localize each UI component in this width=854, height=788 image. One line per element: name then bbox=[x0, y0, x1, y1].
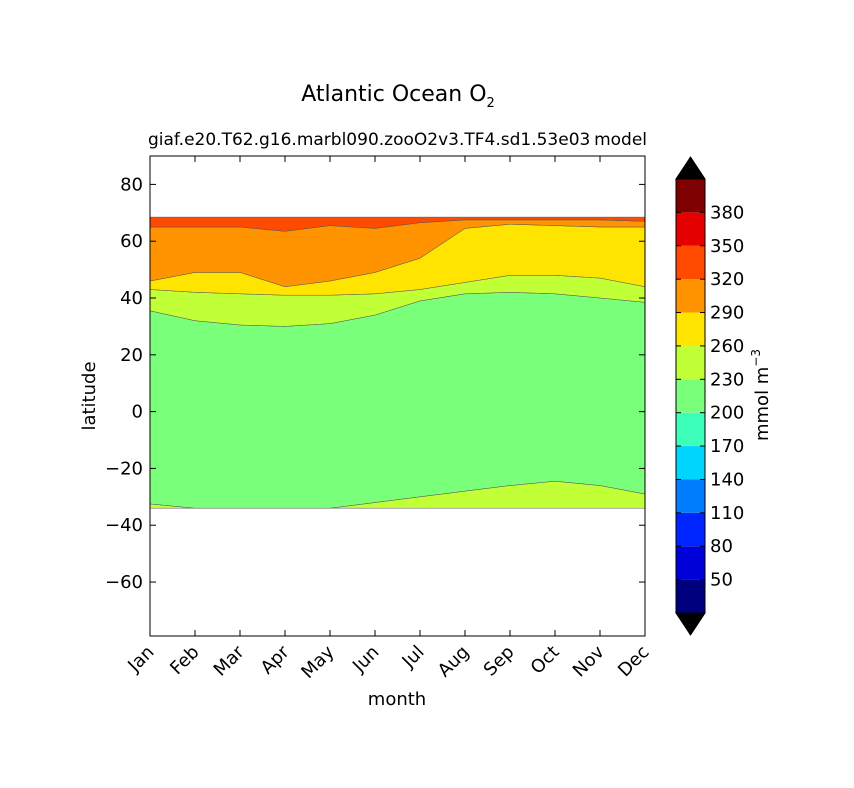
colorbar-tick-label: 50 bbox=[710, 570, 733, 591]
colorbar-frame bbox=[675, 178, 706, 614]
colorbar-tick-label: 290 bbox=[710, 303, 744, 324]
x-tick-label: Jul bbox=[398, 642, 429, 673]
y-axis: −60 −40 −20 0 20 40 60 80 bbox=[105, 174, 645, 593]
colorbar-segment bbox=[676, 512, 705, 547]
x-tick-label: Feb bbox=[166, 642, 203, 679]
x-axis-label: month bbox=[368, 689, 426, 710]
colorbar-segment bbox=[676, 179, 705, 213]
colorbar-tick-label: 140 bbox=[710, 469, 744, 490]
plot-area bbox=[149, 155, 646, 637]
x-tick-label: Jun bbox=[348, 642, 383, 677]
colorbar-extend-max bbox=[675, 156, 706, 180]
band-200-230 bbox=[149, 292, 646, 509]
y-tick-label: 80 bbox=[120, 174, 143, 195]
colorbar-tick-label: 380 bbox=[710, 202, 744, 223]
y-tick-label: 60 bbox=[120, 231, 143, 252]
x-tick-label: Nov bbox=[569, 641, 609, 681]
y-axis-label: latitude bbox=[79, 361, 100, 430]
chart-subtitle-right: model bbox=[594, 130, 647, 150]
colorbar-tick-label: 230 bbox=[710, 369, 744, 390]
colorbar-label: mmol m−3 bbox=[749, 349, 773, 441]
contour-bands bbox=[149, 216, 646, 509]
colorbar-tick-label: 110 bbox=[710, 503, 744, 524]
colorbar-segment bbox=[676, 446, 705, 480]
chart-title-subscript: 2 bbox=[487, 96, 495, 111]
colorbar-segment bbox=[676, 345, 705, 380]
colorbar-tick-label: 320 bbox=[710, 269, 744, 290]
colorbar-segment bbox=[676, 279, 705, 313]
x-tick-label: Jan bbox=[123, 642, 158, 677]
colorbar-segment bbox=[676, 479, 705, 513]
y-tick-label: 40 bbox=[120, 288, 143, 309]
colorbar-tick-label: 200 bbox=[710, 403, 744, 424]
colorbar-extend-min bbox=[675, 612, 706, 636]
x-tick-label: Mar bbox=[210, 641, 249, 680]
colorbar-segment bbox=[676, 245, 705, 280]
y-tick-label: −20 bbox=[105, 458, 143, 479]
colorbar-segment bbox=[676, 546, 705, 580]
x-tick-label: Dec bbox=[614, 642, 653, 681]
colorbar-tick-label: 80 bbox=[710, 536, 733, 557]
colorbar-segment bbox=[676, 412, 705, 447]
x-tick-label: Aug bbox=[434, 642, 474, 682]
x-tick-label: Apr bbox=[257, 641, 294, 678]
colorbar-label-superscript: −3 bbox=[749, 349, 763, 367]
plot-frame bbox=[149, 155, 646, 637]
colorbar-segment bbox=[676, 379, 705, 413]
colorbar-tick-label: 350 bbox=[710, 236, 744, 257]
colorbar-tick-label: 170 bbox=[710, 436, 744, 457]
chart-title: Atlantic Ocean O2 bbox=[301, 82, 495, 111]
colorbar-segment bbox=[676, 579, 705, 613]
x-tick-label: Oct bbox=[527, 642, 564, 679]
y-tick-label: −60 bbox=[105, 572, 143, 593]
x-tick-label: Sep bbox=[480, 642, 519, 681]
x-tick-label: May bbox=[297, 641, 338, 682]
chart-subtitle-left: giaf.e20.T62.g16.marbl090.zooO2v3.TF4.sd… bbox=[148, 130, 590, 150]
y-tick-label: 20 bbox=[120, 345, 143, 366]
y-tick-label: −40 bbox=[105, 515, 143, 536]
colorbar: 50 80 110 140 170 200 230 260 290 320 350 380 bbox=[675, 156, 744, 636]
colorbar-segment bbox=[676, 312, 705, 346]
colorbar-tick-label: 260 bbox=[710, 336, 744, 357]
y-tick-label: 0 bbox=[132, 402, 143, 423]
colorbar-segment bbox=[676, 212, 705, 246]
